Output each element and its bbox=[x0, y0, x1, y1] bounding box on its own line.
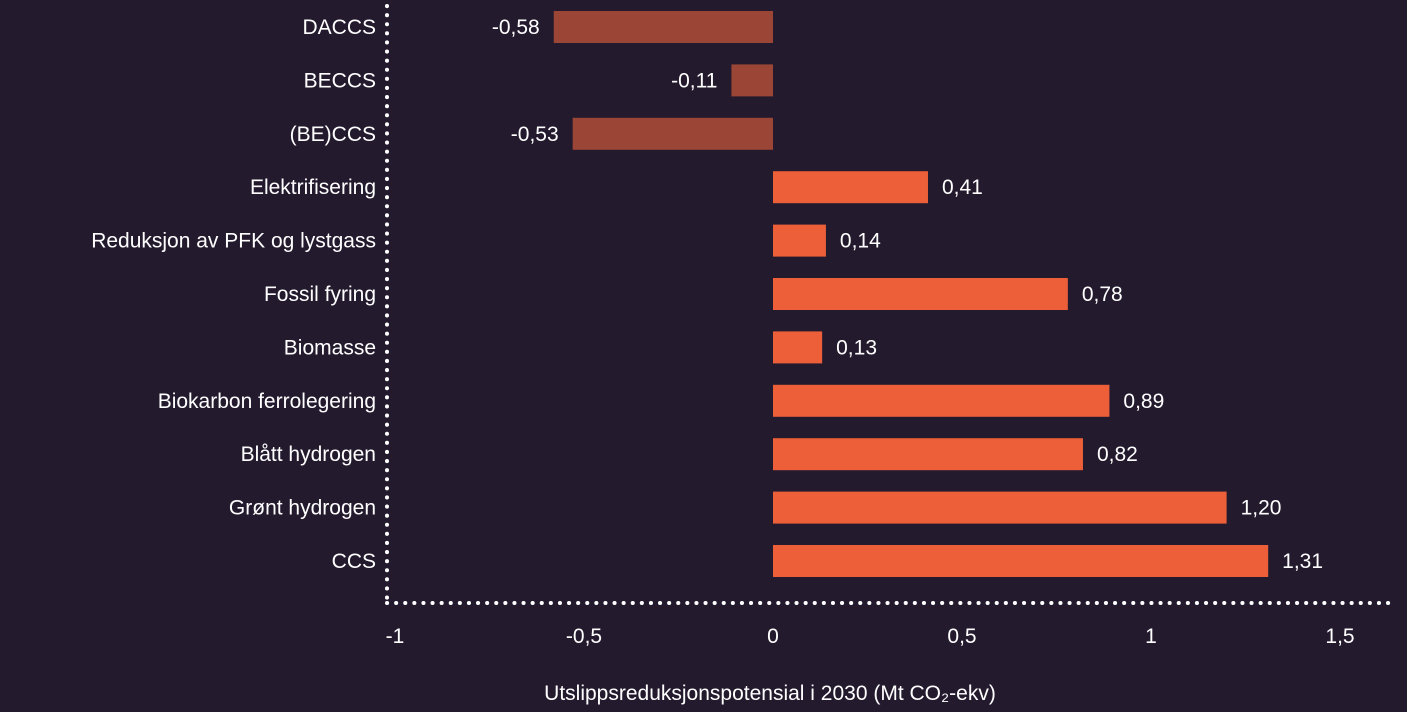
category-label-elektrifisering: Elektrifisering bbox=[250, 176, 376, 199]
x-tick-label: 1,5 bbox=[1325, 625, 1354, 648]
value-label-elektrifisering: 0,41 bbox=[942, 176, 983, 199]
category-label-ccs: CCS bbox=[332, 550, 376, 573]
bars-group bbox=[553, 11, 1269, 577]
category-label-reduksjon-av-pfk-og-lystgass: Reduksjon av PFK og lystgass bbox=[91, 230, 376, 253]
bar-daccs bbox=[553, 11, 773, 43]
x-tick-label: 0 bbox=[767, 625, 779, 648]
bar-beccs bbox=[731, 64, 773, 97]
category-label-biomasse: Biomasse bbox=[284, 336, 376, 359]
bar-beccs bbox=[572, 117, 773, 150]
x-axis-title: Utslippsreduksjonspotensial i 2030 (Mt C… bbox=[544, 682, 996, 705]
category-labels: DACCS BECCS (BE)CCS Elektrifisering Reduksjo… bbox=[91, 16, 376, 573]
value-label-ccs: 1,31 bbox=[1282, 550, 1323, 573]
bar-gront-hydrogen bbox=[773, 491, 1227, 524]
value-label-beccs: -0,11 bbox=[671, 69, 717, 92]
x-tick-label: 0,5 bbox=[947, 625, 976, 648]
bar-reduksjon-av-pfk-og-lystgass bbox=[773, 224, 826, 257]
value-label-blatt-hydrogen: 0,82 bbox=[1097, 443, 1138, 466]
value-label-fossil-fyring: 0,78 bbox=[1082, 283, 1123, 306]
bar-ccs bbox=[773, 545, 1269, 577]
x-tick-label: -1 bbox=[386, 625, 405, 648]
x-tick-label: 1 bbox=[1145, 625, 1157, 648]
bar-elektrifisering bbox=[773, 171, 928, 204]
bar-biomasse bbox=[773, 331, 823, 364]
bar-fossil-fyring bbox=[773, 278, 1068, 310]
value-label-biomasse: 0,13 bbox=[836, 336, 877, 359]
value-label-daccs: -0,58 bbox=[492, 16, 540, 39]
bar-blatt-hydrogen bbox=[773, 438, 1083, 471]
category-label-gront-hydrogen: Grønt hydrogen bbox=[229, 497, 376, 520]
bar-biokarbon-ferrolegering bbox=[773, 384, 1110, 417]
category-label-blatt-hydrogen: Blått hydrogen bbox=[241, 443, 376, 466]
category-label-beccs: (BE)CCS bbox=[290, 123, 376, 146]
axes-group bbox=[385, 4, 1397, 605]
value-labels: -0,58 -0,11 -0,53 0,41 0,14 0,78 0,13 0,89 0,82 1… bbox=[492, 16, 1323, 573]
category-label-beccs: BECCS bbox=[304, 69, 376, 92]
value-label-reduksjon-av-pfk-og-lystgass: 0,14 bbox=[840, 230, 881, 253]
x-tick-labels: -1 -0,5 0 0,5 1 1,5 bbox=[386, 625, 1355, 648]
category-label-daccs: DACCS bbox=[302, 16, 376, 39]
category-label-fossil-fyring: Fossil fyring bbox=[264, 283, 376, 306]
value-label-biokarbon-ferrolegering: 0,89 bbox=[1123, 390, 1164, 413]
value-label-gront-hydrogen: 1,20 bbox=[1241, 497, 1282, 520]
value-label-beccs: -0,53 bbox=[511, 123, 559, 146]
x-tick-label: -0,5 bbox=[566, 625, 602, 648]
category-label-biokarbon-ferrolegering: Biokarbon ferrolegering bbox=[158, 390, 376, 413]
